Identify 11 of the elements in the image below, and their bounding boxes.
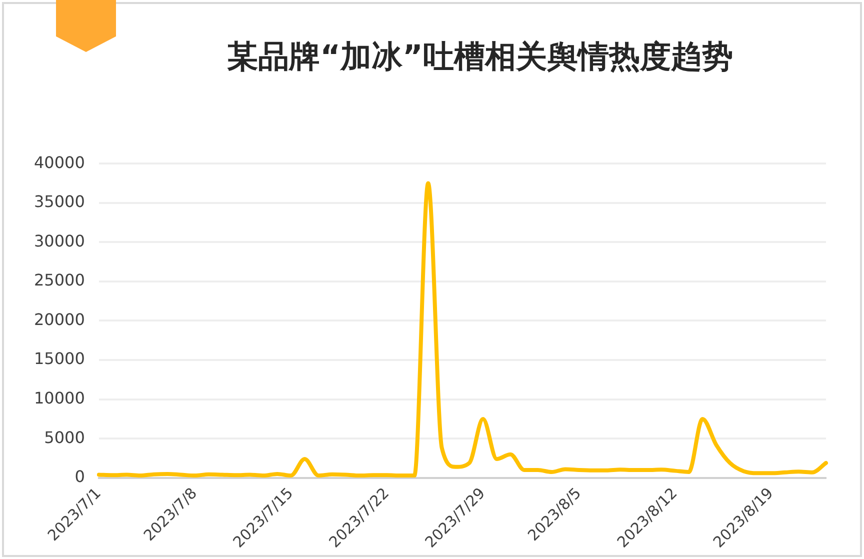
line-series [96, 181, 828, 478]
y-tick-label: 35000 [34, 192, 85, 212]
y-tick-label: 25000 [34, 270, 85, 290]
chart-title: 某品牌“加冰”吐槽相关舆情热度趋势 [226, 38, 734, 77]
y-tick-label: 30000 [34, 231, 85, 250]
y-tick-label: 15000 [34, 349, 85, 368]
y-tick-label: 5000 [44, 428, 85, 447]
y-tick-label: 0 [74, 467, 85, 486]
y-tick-label: 20000 [34, 310, 85, 329]
y-tick-label: 10000 [34, 388, 85, 408]
y-tick-label: 40000 [34, 152, 85, 172]
